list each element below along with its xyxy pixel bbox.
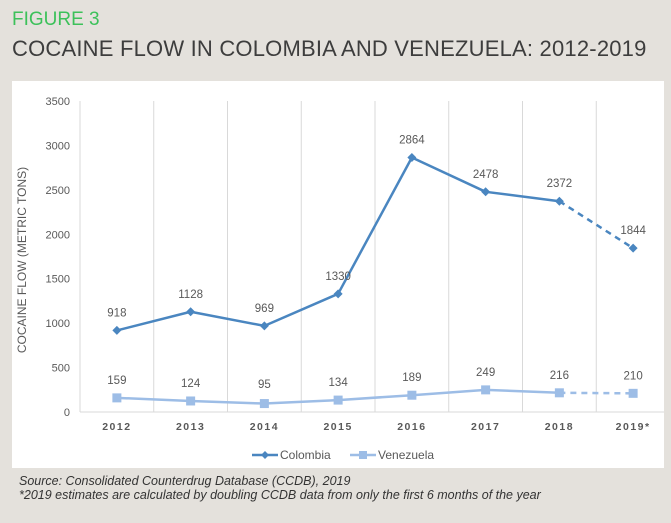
legend-label: Colombia <box>280 448 331 462</box>
data-point-colombia <box>186 307 196 317</box>
chart-title: COCAINE FLOW IN COLOMBIA AND VENEZUELA: … <box>12 36 647 61</box>
chart-source: Source: Consolidated Counterdrug Databas… <box>19 474 541 502</box>
data-label: 2372 <box>547 178 573 190</box>
data-point-venezuela <box>259 399 269 409</box>
series-segment-venezuela <box>485 388 560 395</box>
y-tick-label: 2000 <box>46 229 70 241</box>
data-point-venezuela <box>186 396 196 406</box>
y-tick-label: 0 <box>64 407 70 419</box>
data-label: 2478 <box>473 169 499 181</box>
footnote-text: *2019 estimates are calculated by doubli… <box>19 488 541 502</box>
data-point-venezuela <box>112 393 122 403</box>
data-label: 1128 <box>178 289 203 301</box>
series-segment-colombia <box>558 200 634 250</box>
y-tick-label: 1000 <box>46 318 70 330</box>
legend-marker-square <box>359 451 367 459</box>
data-point-venezuela <box>407 390 417 400</box>
legend-label: Venezuela <box>378 448 434 462</box>
data-point-colombia <box>628 243 638 253</box>
data-point-venezuela <box>333 395 343 405</box>
y-tick-label: 3000 <box>46 140 70 152</box>
series-segment-venezuela <box>190 399 265 405</box>
series-segment-colombia <box>190 310 265 328</box>
y-axis-label: COCAINE FLOW (METRIC TONS) <box>15 167 29 353</box>
data-point-colombia <box>259 321 269 331</box>
y-tick-label: 3500 <box>46 96 70 108</box>
x-tick-label: 2014 <box>250 421 279 433</box>
data-label: 969 <box>255 303 274 315</box>
x-tick-label: 2016 <box>397 421 426 433</box>
x-tick-label: 2013 <box>176 421 205 433</box>
data-label: 95 <box>258 379 271 391</box>
data-point-colombia <box>407 153 417 163</box>
data-label: 134 <box>329 377 349 389</box>
series-segment-colombia <box>411 156 487 193</box>
data-point-venezuela <box>481 385 491 395</box>
y-tick-label: 500 <box>52 363 70 375</box>
x-tick-label: 2019* <box>616 421 651 433</box>
source-text: Source: Consolidated Counterdrug Databas… <box>19 474 351 488</box>
figure-label: FIGURE 3 <box>12 9 100 30</box>
data-label: 216 <box>550 370 569 382</box>
data-point-colombia <box>112 325 122 335</box>
data-point-venezuela <box>628 388 638 398</box>
data-point-colombia <box>481 187 491 197</box>
data-label: 918 <box>107 307 126 319</box>
x-tick-label: 2012 <box>102 421 131 433</box>
y-tick-label: 2500 <box>46 185 70 197</box>
x-tick-label: 2017 <box>471 421 500 433</box>
data-label: 249 <box>476 367 495 379</box>
data-label: 189 <box>402 372 421 384</box>
series-segment-venezuela <box>264 398 339 405</box>
data-label: 1330 <box>325 271 351 283</box>
data-label: 1844 <box>620 225 646 237</box>
data-label: 2864 <box>399 135 425 147</box>
data-point-venezuela <box>554 388 564 398</box>
legend-marker-diamond <box>261 451 269 459</box>
data-label: 124 <box>181 378 201 390</box>
series-segment-colombia <box>337 156 413 295</box>
series-segment-colombia <box>485 190 560 203</box>
series-segment-colombia <box>263 292 339 328</box>
series-segment-venezuela <box>116 396 191 403</box>
data-point-colombia <box>554 196 564 206</box>
x-tick-label: 2015 <box>323 421 352 433</box>
data-point-colombia <box>333 289 343 299</box>
x-tick-label: 2018 <box>545 421 574 433</box>
series-segment-venezuela <box>338 393 412 402</box>
data-label: 159 <box>107 375 126 387</box>
series-segment-venezuela <box>411 388 486 397</box>
series-segment-colombia <box>116 310 191 332</box>
series-segment-venezuela <box>559 391 634 395</box>
y-tick-label: 1500 <box>46 274 70 286</box>
data-label: 210 <box>624 370 643 382</box>
